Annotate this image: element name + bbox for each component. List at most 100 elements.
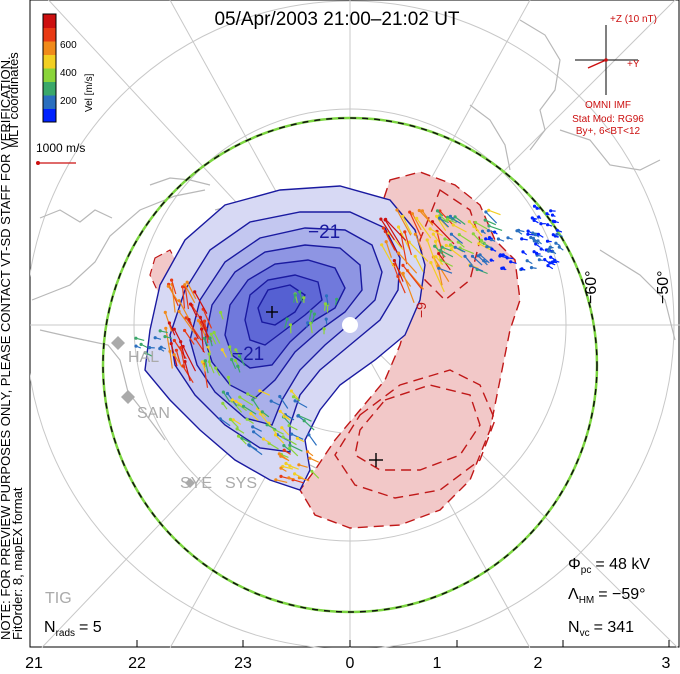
velocity-vector-origin: [529, 235, 533, 240]
velocity-vector-origin: [310, 469, 314, 473]
velocity-vector: [441, 246, 452, 252]
velocity-vector-origin: [221, 401, 225, 405]
velocity-vector-origin: [181, 285, 185, 289]
velocity-vector-origin: [449, 232, 453, 236]
velocity-vector: [488, 225, 503, 231]
velocity-vector-origin: [236, 434, 241, 438]
colorbar-segment: [43, 54, 56, 69]
velocity-vector: [184, 287, 189, 310]
station-label: HAL: [128, 349, 159, 366]
velocity-vector: [281, 427, 290, 436]
latitude-label: −60°: [583, 270, 600, 304]
velocity-vector: [458, 234, 473, 244]
velocity-vector: [418, 210, 433, 225]
velocity-vector-origin: [537, 215, 541, 219]
velocity-vector-origin: [487, 236, 492, 240]
velocity-vector-origin: [554, 241, 558, 245]
velocity-vector-origin: [164, 326, 168, 330]
velocity-vector-origin: [169, 342, 173, 346]
velocity-vector: [473, 226, 483, 237]
velocity-vector-origin: [230, 398, 235, 402]
velocity-vector-origin: [428, 227, 432, 231]
velocity-vector: [439, 215, 448, 223]
velocity-vector-origin: [526, 229, 530, 233]
n-rads-symbol: N: [44, 619, 56, 636]
velocity-vector: [438, 267, 453, 274]
velocity-vector-origin: [167, 321, 171, 325]
velocity-vector-origin: [279, 466, 283, 470]
velocity-vector-origin: [397, 251, 401, 255]
velocity-vector-origin: [134, 344, 138, 348]
velocity-vector-origin: [381, 226, 385, 230]
velocity-vector: [309, 457, 319, 463]
velocity-vector-origin: [443, 237, 447, 241]
svg-text:Φpc= 48 kV: Φpc = 48 kV: [568, 556, 650, 576]
velocity-vector: [485, 211, 498, 224]
velocity-vector-origin: [532, 239, 536, 243]
velocity-vector-origin: [219, 310, 223, 315]
phi-pc-value: = 48 kV: [595, 556, 650, 573]
velocity-vector: [213, 332, 221, 344]
velocity-vector: [171, 284, 176, 313]
velocity-vector: [451, 233, 463, 244]
fit-order-label: FitOrder: 8, mapEX format: [10, 487, 25, 640]
velocity-vector-origin: [546, 249, 551, 253]
velocity-vector: [169, 351, 173, 369]
velocity-vector-origin: [183, 283, 187, 287]
velocity-vector: [447, 218, 457, 224]
velocity-vector: [259, 390, 270, 396]
velocity-vector-origin: [546, 223, 550, 227]
velocity-vector-origin: [233, 358, 237, 363]
velocity-vector-origin: [282, 448, 286, 452]
contour-label: −21: [232, 344, 264, 365]
mlt-tick: 23: [234, 655, 252, 672]
velocity-vector: [279, 396, 289, 409]
n-rads-value: = 5: [79, 619, 102, 636]
velocity-vector-origin: [288, 446, 292, 450]
velocity-vector: [222, 391, 231, 403]
velocity-vector: [298, 414, 312, 422]
velocity-vector: [167, 285, 179, 302]
velocity-vector-origin: [288, 443, 292, 447]
velocity-vector-origin: [278, 409, 282, 413]
velocity-vector: [411, 213, 422, 231]
velocity-vector-origin: [184, 316, 188, 320]
velocity-vector: [299, 291, 303, 302]
velocity-vector: [398, 252, 418, 274]
velocity-vector-origin: [280, 426, 284, 430]
velocity-vector-origin: [248, 444, 252, 448]
velocity-vector-origin: [476, 254, 480, 258]
velocity-vector-origin: [163, 310, 167, 314]
colorbar-segment: [43, 108, 56, 123]
velocity-vector-origin: [228, 345, 232, 349]
velocity-vector-origin: [308, 321, 313, 325]
mlt-axis: 21 22 23 0 1 2 3: [25, 640, 671, 672]
velocity-vector-origin: [401, 263, 405, 267]
velocity-vector-origin: [235, 427, 239, 431]
velocity-vector-origin: [238, 395, 242, 399]
velocity-vector-origin: [288, 323, 293, 327]
velocity-vector-origin: [245, 417, 249, 421]
imf-z-label: +Z (10 nT): [610, 14, 657, 25]
velocity-vector: [182, 286, 186, 309]
velocity-vector-origin: [296, 414, 300, 418]
velocity-vector-origin: [410, 212, 414, 216]
velocity-vector: [268, 442, 279, 450]
velocity-vector-origin: [147, 346, 152, 350]
velocity-vector-origin: [440, 245, 444, 249]
velocity-vector: [238, 404, 247, 412]
mlt-tick: 3: [662, 655, 671, 672]
velocity-vector: [184, 330, 195, 345]
velocity-vector-origin: [408, 210, 412, 214]
velocity-vector-origin: [177, 309, 181, 314]
potential-minimum-marker: [266, 306, 278, 318]
velocity-vector-origin: [553, 258, 557, 263]
velocity-vector-origin: [380, 243, 384, 247]
velocity-vector: [289, 447, 299, 457]
velocity-vector: [274, 429, 284, 435]
velocity-vector: [210, 333, 217, 345]
velocity-vector-origin: [557, 245, 561, 249]
velocity-vector-origin: [312, 312, 317, 316]
velocity-vector-origin: [260, 410, 264, 414]
mlt-tick: 0: [346, 655, 355, 672]
